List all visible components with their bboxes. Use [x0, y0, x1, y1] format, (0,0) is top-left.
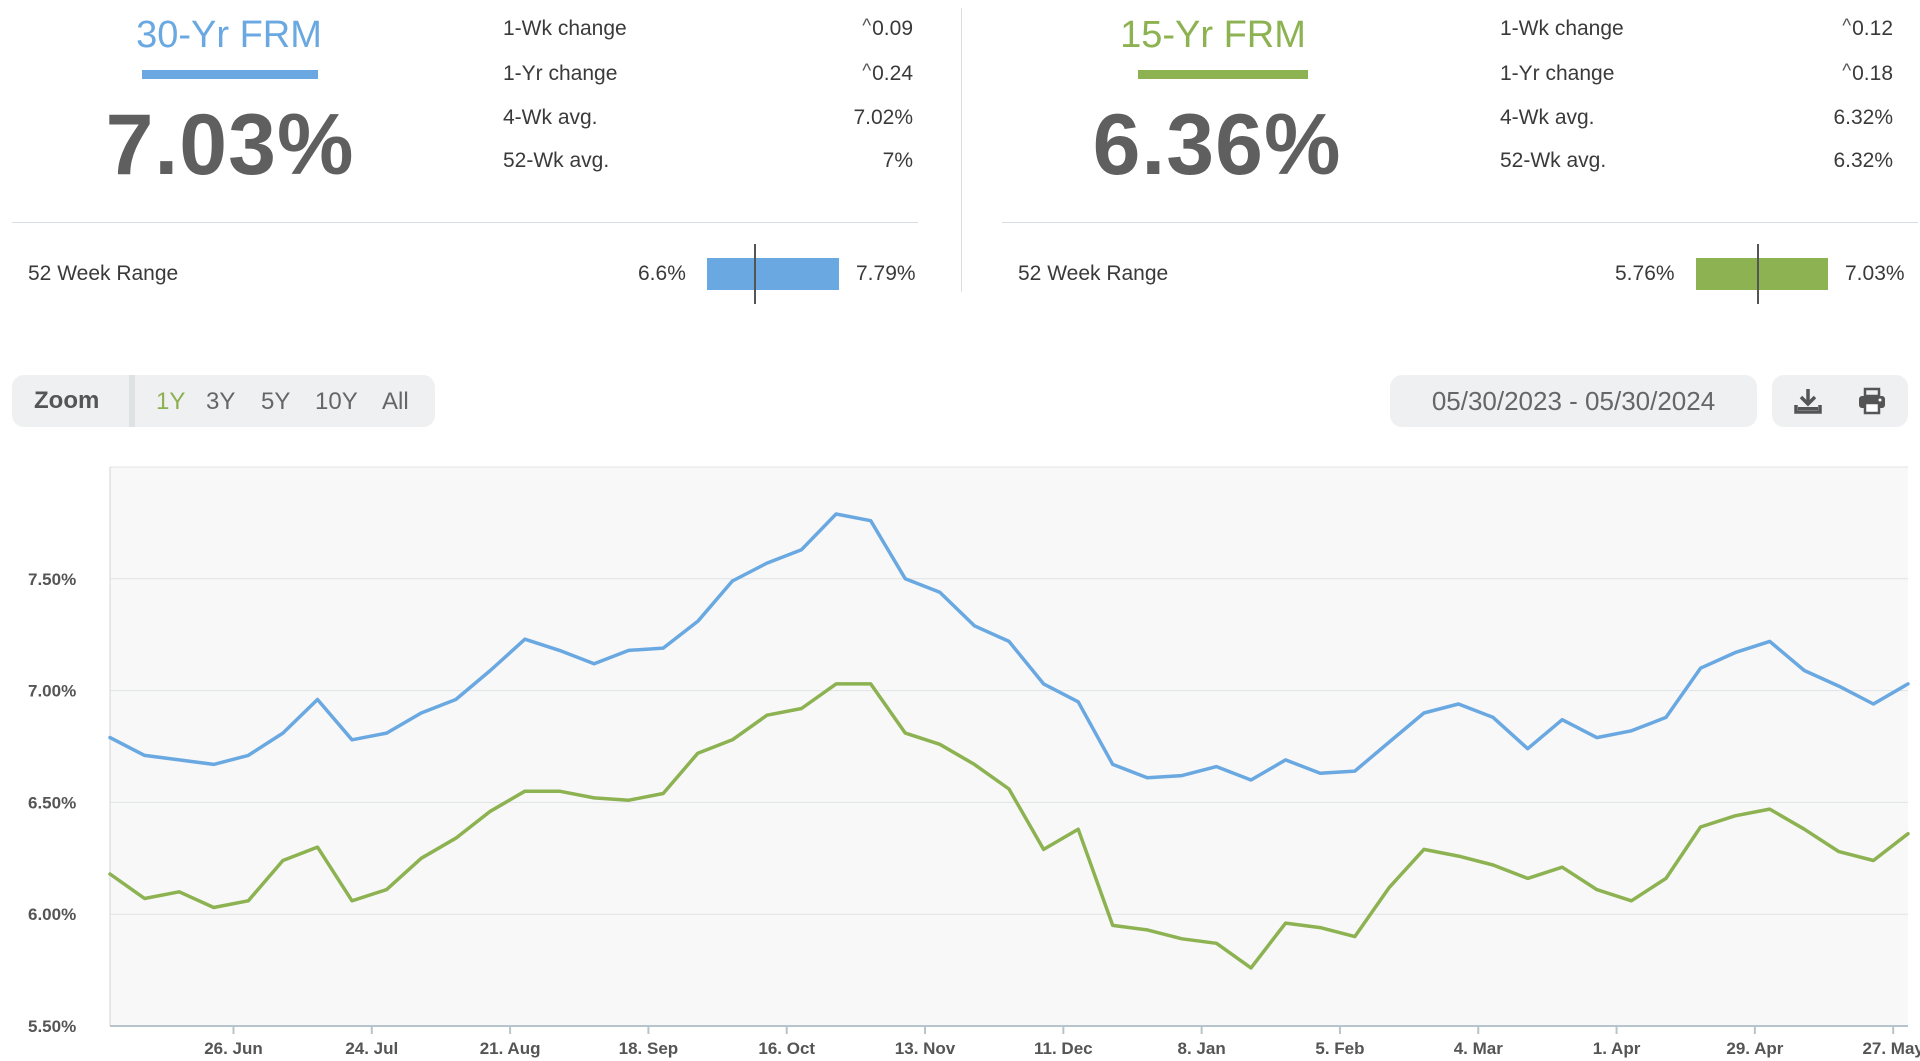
range-bar — [1696, 258, 1828, 290]
x-tick-label: 1. Apr — [1593, 1039, 1641, 1058]
x-tick-label: 29. Apr — [1726, 1039, 1783, 1058]
zoom-10y-button[interactable]: 10Y — [315, 388, 358, 415]
stat-label: 52-Wk avg. — [1500, 149, 1607, 172]
rate-title: 15-Yr FRM — [1120, 14, 1306, 56]
range-max: 7.79% — [856, 262, 916, 285]
rate-panel-15yr: 15-Yr FRM 6.36% 1-Wk change ^0.12 1-Yr c… — [990, 0, 1920, 304]
zoom-label: Zoom — [34, 387, 100, 414]
zoom-selector: Zoom 1Y 3Y 5Y 10Y All — [12, 375, 435, 427]
x-tick-label: 11. Dec — [1034, 1039, 1093, 1058]
stat-label: 4-Wk avg. — [503, 106, 598, 129]
x-tick-label: 13. Nov — [895, 1039, 956, 1058]
stat-label: 1-Wk change — [1500, 17, 1624, 40]
range-bar — [707, 258, 839, 290]
x-tick-label: 4. Mar — [1454, 1039, 1504, 1058]
stat-value: 6.32% — [1833, 149, 1893, 172]
stat-value: 7% — [882, 149, 913, 172]
series-line-0 — [108, 512, 1910, 782]
zoom-1y-button[interactable]: 1Y — [156, 388, 186, 415]
zoom-3y-button[interactable]: 3Y — [206, 388, 236, 415]
caret-up-icon: ^ — [862, 61, 872, 82]
y-tick-label: 6.50% — [28, 793, 76, 812]
stat-value: 7.02% — [853, 106, 913, 129]
stat-label: 1-Yr change — [503, 62, 618, 85]
date-range-picker[interactable]: 05/30/2023 - 05/30/2024 — [1390, 375, 1757, 427]
stat-label: 1-Yr change — [1500, 62, 1615, 85]
y-tick-label: 5.50% — [28, 1017, 76, 1036]
stat-label: 4-Wk avg. — [1500, 106, 1595, 129]
panel-divider — [961, 8, 962, 292]
x-tick-label: 27. May — [1862, 1039, 1920, 1058]
stat-value: ^0.18 — [1842, 61, 1893, 85]
rate-value: 6.36% — [1092, 97, 1342, 193]
rate-title: 30-Yr FRM — [136, 14, 322, 56]
y-axis: 7.50% 7.00% 6.50% 6.00% 5.50% — [28, 570, 76, 1036]
x-tick-label: 18. Sep — [619, 1039, 679, 1058]
x-tick-label: 8. Jan — [1178, 1039, 1226, 1058]
caret-up-icon: ^ — [1842, 61, 1852, 82]
stat-value: ^0.12 — [1842, 16, 1893, 40]
zoom-all-button[interactable]: All — [382, 388, 409, 415]
rate-value: 7.03% — [105, 97, 355, 193]
divider — [1002, 222, 1918, 223]
range-min: 5.76% — [1615, 262, 1675, 285]
range-min: 6.6% — [638, 262, 686, 285]
x-tick-label: 21. Aug — [480, 1039, 541, 1058]
stat-value: 6.32% — [1833, 106, 1893, 129]
stat-label: 52-Wk avg. — [503, 149, 610, 172]
rate-underline — [1138, 70, 1308, 79]
chart-tools — [1772, 375, 1908, 427]
x-axis: 26. Jun 24. Jul 21. Aug 18. Sep 16. Oct 13. N… — [204, 1026, 1920, 1058]
grid-lines — [109, 466, 1908, 1027]
range-label: 52 Week Range — [28, 262, 179, 285]
stat-value: ^0.09 — [862, 16, 913, 40]
rate-underline — [142, 70, 318, 79]
y-tick-label: 7.50% — [28, 570, 76, 589]
zoom-separator — [129, 375, 135, 427]
caret-up-icon: ^ — [1842, 16, 1852, 37]
series-line-1 — [108, 682, 1910, 970]
y-tick-label: 7.00% — [28, 682, 76, 701]
rate-line-chart: 7.50% 7.00% 6.50% 6.00% 5.50% 26. Jun 24. Jul… — [28, 466, 1920, 1058]
x-tick-label: 24. Jul — [345, 1039, 398, 1058]
divider — [12, 222, 918, 223]
x-tick-label: 16. Oct — [758, 1039, 815, 1058]
y-tick-label: 6.00% — [28, 905, 76, 924]
stat-label: 1-Wk change — [503, 17, 627, 40]
series-lines — [108, 512, 1910, 970]
rate-panel-30yr: 30-Yr FRM 7.03% 1-Wk change ^0.09 1-Yr c… — [0, 0, 960, 304]
range-label: 52 Week Range — [1018, 262, 1169, 285]
range-current-marker — [1757, 244, 1760, 304]
zoom-5y-button[interactable]: 5Y — [261, 388, 291, 415]
download-icon[interactable] — [1792, 385, 1824, 417]
caret-up-icon: ^ — [862, 16, 872, 37]
x-tick-label: 26. Jun — [204, 1039, 263, 1058]
print-icon[interactable] — [1856, 385, 1888, 417]
range-max: 7.03% — [1845, 262, 1905, 285]
stat-value: ^0.24 — [862, 61, 913, 85]
plot-area — [110, 467, 1908, 1026]
x-tick-label: 5. Feb — [1315, 1039, 1364, 1058]
range-current-marker — [753, 244, 756, 304]
